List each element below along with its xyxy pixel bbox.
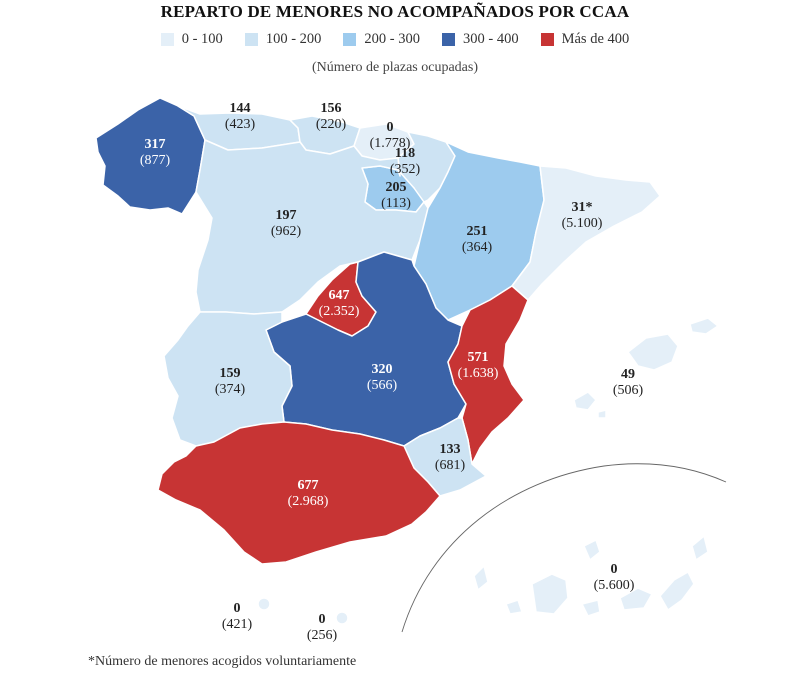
label-ceuta-minors: 0 [233,601,241,616]
label-la-rioja-minors: 205 [385,180,407,195]
label-cantabria: 156 (220) [316,101,346,133]
label-galicia-places: (877) [139,153,171,168]
label-cataluna: 31* (5.100) [562,200,603,232]
footnote: *Número de menores acogidos voluntariame… [88,654,357,669]
region-canarias [473,535,709,617]
label-extremadura: 159 (374) [215,366,245,398]
region-baleares [573,317,719,419]
label-baleares-minors: 49 [620,367,635,382]
label-canarias-places: (5.600) [593,578,635,593]
label-cataluna-minors: 31* [571,200,593,215]
label-madrid-places: (2.352) [318,304,360,319]
label-canarias: 0 (5.600) [594,562,635,594]
legend-label-300-400: 300 - 400 [463,31,519,47]
label-castilla-y-leon: 197 (962) [271,208,301,240]
label-andalucia-minors: 677 [297,478,319,493]
legend-item-200-300: 200 - 300 [343,31,420,48]
label-murcia-places: (681) [434,458,466,473]
label-asturias-places: (423) [224,117,256,132]
label-comunidad-valenciana: 571 (1.638) [458,350,499,382]
label-madrid-minors: 647 [328,288,350,303]
label-aragon-places: (364) [461,240,493,255]
label-extremadura-places: (374) [214,382,246,397]
legend: 0 - 100 100 - 200 200 - 300 300 - 400 Má… [0,31,790,48]
region-galicia [95,97,206,215]
label-melilla: 0 (256) [307,612,337,644]
label-castilla-y-leon-minors: 197 [275,208,297,223]
region-andalucia [157,421,441,565]
label-galicia: 317 (877) [140,137,170,169]
label-asturias: 144 (423) [225,101,255,133]
label-cataluna-places: (5.100) [561,216,603,231]
legend-item-mas-400: Más de 400 [540,31,630,48]
label-comunidad-valenciana-places: (1.638) [457,366,499,381]
legend-item-300-400: 300 - 400 [442,31,519,48]
label-aragon: 251 (364) [462,224,492,256]
label-la-rioja-places: (113) [381,196,411,211]
label-aragon-minors: 251 [466,224,488,239]
label-cantabria-minors: 156 [320,101,342,116]
region-melilla [335,611,349,625]
label-pais-vasco-places: (1.778) [369,136,411,151]
label-navarra-minors: 118 [394,146,416,161]
label-cantabria-places: (220) [315,117,347,132]
region-comunidad-valenciana [447,285,529,465]
legend-swatch-0-100 [160,33,174,46]
legend-label-mas-400: Más de 400 [561,31,630,47]
label-castilla-la-mancha-minors: 320 [371,362,393,377]
label-pais-vasco-minors: 0 [386,120,394,135]
legend-swatch-100-200 [244,33,258,46]
label-navarra-places: (352) [389,162,421,177]
legend-item-100-200: 100 - 200 [244,31,322,48]
label-castilla-y-leon-places: (962) [270,224,302,239]
map-subtitle: (Número de plazas ocupadas) [312,60,478,75]
legend-swatch-200-300 [343,33,357,46]
label-castilla-la-mancha-places: (566) [366,378,398,393]
label-ceuta-places: (421) [221,617,253,632]
label-galicia-minors: 317 [144,137,166,152]
map-title: REPARTO DE MENORES NO ACOMPAÑADOS POR CC… [160,2,630,21]
label-extremadura-minors: 159 [219,366,241,381]
label-pais-vasco: 0 (1.778) [370,120,411,152]
label-ceuta: 0 (421) [222,601,252,633]
label-comunidad-valenciana-minors: 571 [467,350,489,365]
region-ceuta [257,597,271,611]
label-navarra: 118 (352) [390,146,420,178]
region-cataluna [511,165,661,301]
region-castilla-y-leon [195,139,429,315]
label-melilla-places: (256) [306,628,338,643]
label-baleares-places: (506) [612,383,644,398]
label-andalucia: 677 (2.968) [288,478,329,510]
canarias-separator [401,463,727,633]
label-asturias-minors: 144 [229,101,251,116]
label-melilla-minors: 0 [318,612,326,627]
legend-swatch-300-400 [442,33,455,46]
legend-item-0-100: 0 - 100 [160,31,223,48]
legend-label-100-200: 100 - 200 [265,31,322,47]
label-madrid: 647 (2.352) [319,288,360,320]
label-andalucia-places: (2.968) [287,494,329,509]
label-canarias-minors: 0 [610,562,618,577]
legend-label-0-100: 0 - 100 [181,31,223,47]
label-la-rioja: 205 (113) [381,180,411,212]
legend-swatch-mas-400 [540,33,554,46]
label-castilla-la-mancha: 320 (566) [367,362,397,394]
label-baleares: 49 (506) [613,367,643,399]
label-murcia-minors: 133 [439,442,461,457]
legend-label-200-300: 200 - 300 [364,31,420,47]
label-murcia: 133 (681) [435,442,465,474]
